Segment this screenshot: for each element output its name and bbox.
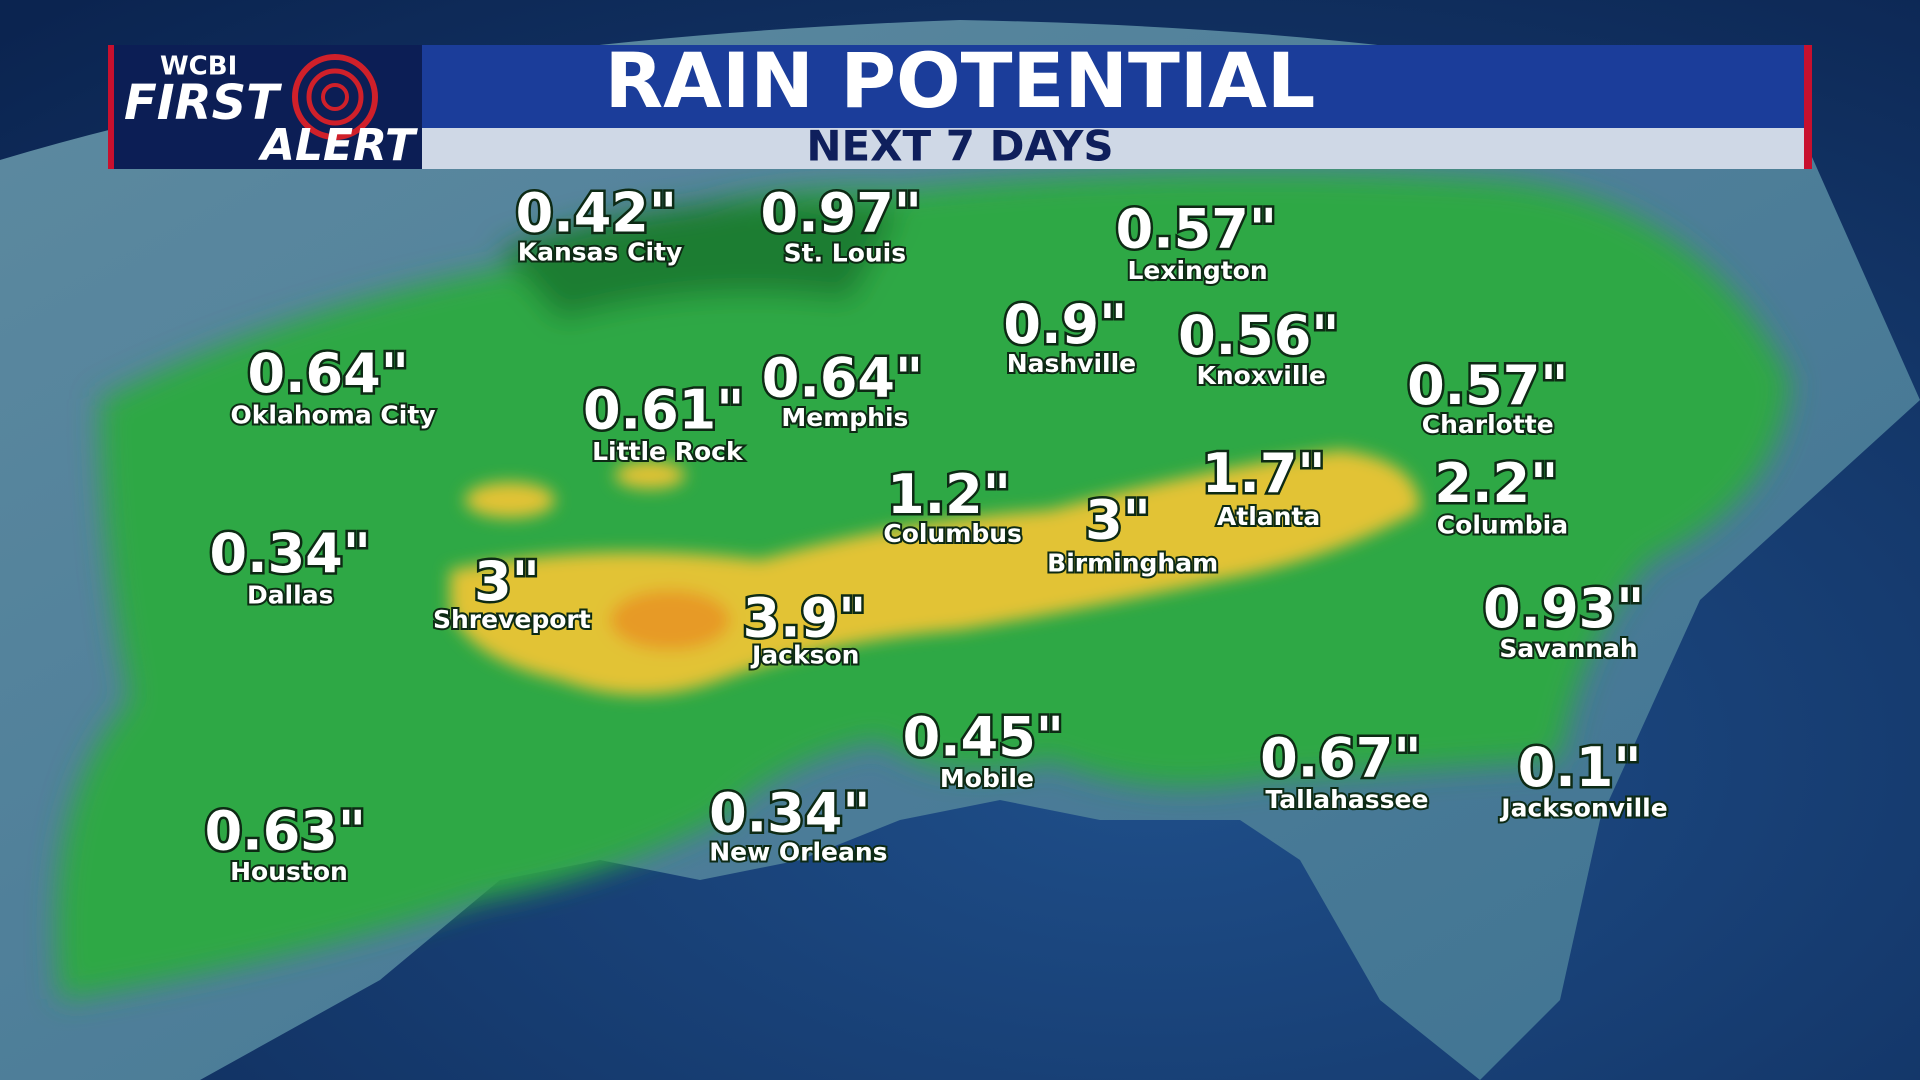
city-name: Savannah bbox=[1499, 634, 1637, 663]
subtitle: NEXT 7 DAYS bbox=[806, 122, 1113, 171]
city-amount: 0.64" bbox=[247, 342, 408, 405]
city-amount: 0.63" bbox=[205, 800, 366, 863]
city-amount: 3.9" bbox=[743, 587, 867, 650]
city-name: Little Rock bbox=[592, 437, 744, 466]
city-amount: 0.42" bbox=[516, 181, 677, 244]
logo-ring bbox=[292, 54, 378, 140]
city-name: Birmingham bbox=[1047, 548, 1218, 577]
city-amount: 0.57" bbox=[1116, 197, 1277, 260]
city-amount: 0.45" bbox=[903, 705, 1064, 768]
city-name: Columbus bbox=[883, 519, 1022, 548]
city-name: Knoxville bbox=[1197, 361, 1326, 390]
city-name: Nashville bbox=[1007, 349, 1136, 378]
logo-box bbox=[114, 45, 422, 169]
city-name: Jacksonville bbox=[1499, 793, 1667, 822]
city-name: Columbia bbox=[1437, 511, 1568, 540]
logo-ring bbox=[306, 68, 364, 126]
city-name: Shreveport bbox=[433, 605, 591, 634]
header-edge bbox=[108, 45, 114, 169]
city-amount: 0.67" bbox=[1260, 726, 1421, 789]
city-amount: 0.57" bbox=[1407, 354, 1568, 417]
city-amount: 1.2" bbox=[887, 463, 1011, 526]
city-name: St. Louis bbox=[784, 239, 907, 268]
city-amount: 0.64" bbox=[762, 347, 923, 410]
city-amount: 0.61" bbox=[583, 379, 744, 442]
logo-line2: ALERT bbox=[258, 120, 418, 171]
city-amount: 2.2" bbox=[1434, 452, 1558, 515]
city-amount: 1.7" bbox=[1202, 442, 1326, 505]
city-name: Mobile bbox=[940, 764, 1034, 793]
city-amount: 0.9" bbox=[1003, 293, 1127, 356]
city-name: Dallas bbox=[247, 580, 334, 609]
logo-station: WCBI bbox=[160, 52, 237, 82]
header: WCBI FIRST ALERT RAIN POTENTIAL NEXT 7 D… bbox=[108, 36, 1812, 171]
city-amount: 0.97" bbox=[761, 181, 922, 244]
city-amount: 3" bbox=[1085, 489, 1151, 552]
city-name: New Orleans bbox=[709, 837, 887, 866]
subtitle-band bbox=[422, 128, 1804, 169]
city-name: Lexington bbox=[1127, 256, 1267, 285]
city-amount: 0.93" bbox=[1483, 577, 1644, 640]
city-name: Oklahoma City bbox=[231, 400, 436, 429]
title: RAIN POTENTIAL bbox=[605, 36, 1316, 125]
city-name: Tallahassee bbox=[1265, 785, 1428, 814]
rain-yellow bbox=[450, 450, 1420, 695]
city-name: Charlotte bbox=[1422, 410, 1554, 439]
city-amount: 3" bbox=[474, 550, 540, 613]
city-name: Memphis bbox=[781, 403, 908, 432]
city-name: Houston bbox=[230, 857, 348, 886]
city-amount: 0.56" bbox=[1178, 304, 1339, 367]
logo-line1: FIRST bbox=[124, 75, 282, 131]
logo-ring bbox=[321, 83, 349, 111]
city-amount: 0.34" bbox=[709, 781, 870, 844]
city-amount: 0.34" bbox=[210, 522, 371, 585]
city-amount: 0.1" bbox=[1518, 736, 1642, 799]
city-name: Jackson bbox=[750, 640, 859, 669]
header-edge bbox=[1804, 45, 1812, 169]
city-name: Kansas City bbox=[518, 237, 683, 266]
city-name: Atlanta bbox=[1217, 502, 1320, 531]
